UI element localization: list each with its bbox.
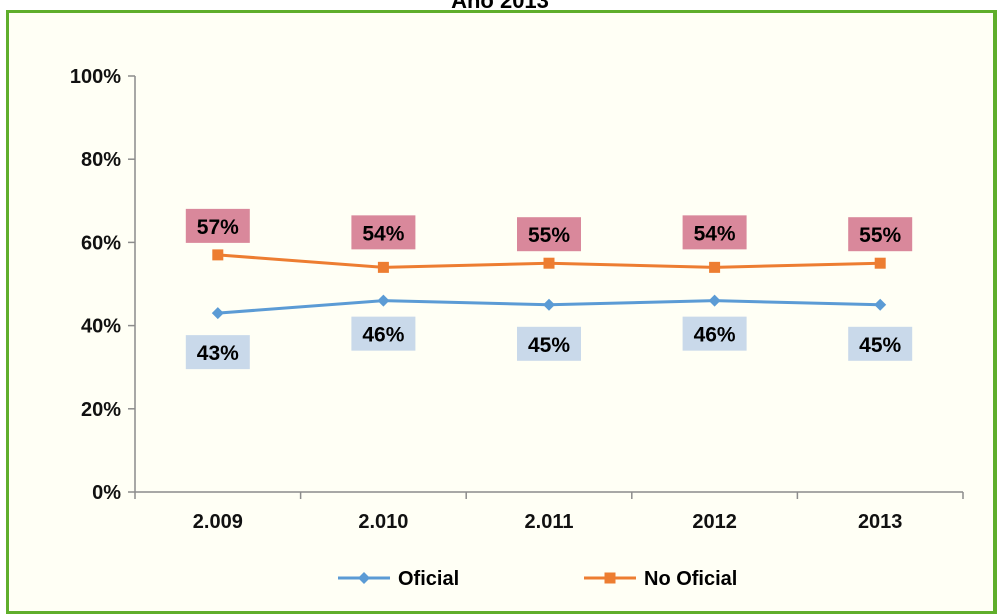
data-label-no-oficial: 55% — [848, 217, 912, 251]
legend-label: Oficial — [398, 568, 459, 590]
data-label-text: 45% — [859, 334, 901, 357]
y-tick-label: 40% — [81, 316, 121, 338]
data-label-oficial: 43% — [186, 335, 250, 369]
data-labels: 43% 46% 45% 46% 45% 57% 54% 55% 54% 55% — [186, 209, 912, 369]
data-point-oficial — [377, 295, 389, 307]
x-tick-label: 2012 — [692, 511, 737, 533]
data-label-no-oficial: 55% — [517, 217, 581, 251]
y-tick-label: 60% — [81, 232, 121, 254]
x-tick-label: 2013 — [858, 511, 903, 533]
data-label-text: 54% — [362, 222, 404, 245]
data-label-text: 57% — [197, 216, 239, 239]
data-label-no-oficial: 57% — [186, 209, 250, 243]
x-tick-label: 2.009 — [193, 511, 243, 533]
legend-marker-square — [605, 573, 616, 584]
data-point-no-oficial — [544, 258, 555, 269]
y-tick-label: 100% — [70, 66, 121, 88]
data-point-oficial — [543, 299, 555, 311]
data-label-oficial: 45% — [848, 327, 912, 361]
data-label-oficial: 46% — [683, 317, 747, 351]
data-label-text: 43% — [197, 342, 239, 365]
data-point-no-oficial — [378, 262, 389, 273]
data-label-text: 54% — [694, 222, 736, 245]
legend: Oficial No Oficial — [338, 568, 737, 590]
data-label-text: 46% — [694, 324, 736, 347]
y-tick-label: 80% — [81, 149, 121, 171]
data-label-text: 55% — [528, 224, 570, 247]
y-tick-label: 0% — [92, 482, 121, 504]
data-point-no-oficial — [212, 249, 223, 260]
data-point-no-oficial — [709, 262, 720, 273]
data-point-oficial — [709, 295, 721, 307]
data-point-oficial — [874, 299, 886, 311]
data-point-oficial — [212, 307, 224, 319]
x-tick-label: 2.011 — [525, 511, 574, 533]
x-tick-label: 2.010 — [358, 511, 408, 533]
data-point-no-oficial — [875, 258, 886, 269]
legend-marker-diamond — [358, 572, 370, 584]
data-label-no-oficial: 54% — [683, 215, 747, 249]
chart-title: Año 2013 — [0, 0, 1000, 14]
data-label-text: 55% — [859, 224, 901, 247]
legend-label: No Oficial — [644, 568, 737, 590]
y-tick-label: 20% — [81, 399, 121, 421]
data-label-oficial: 45% — [517, 327, 581, 361]
axes: 0% 20% 40% 60% 80% 100% 2.009 2.010 2.011 2012 201… — [70, 66, 963, 533]
data-label-text: 45% — [528, 334, 570, 357]
series-lines — [212, 249, 886, 319]
data-label-oficial: 46% — [351, 317, 415, 351]
data-label-no-oficial: 54% — [351, 215, 415, 249]
data-label-text: 46% — [362, 324, 404, 347]
